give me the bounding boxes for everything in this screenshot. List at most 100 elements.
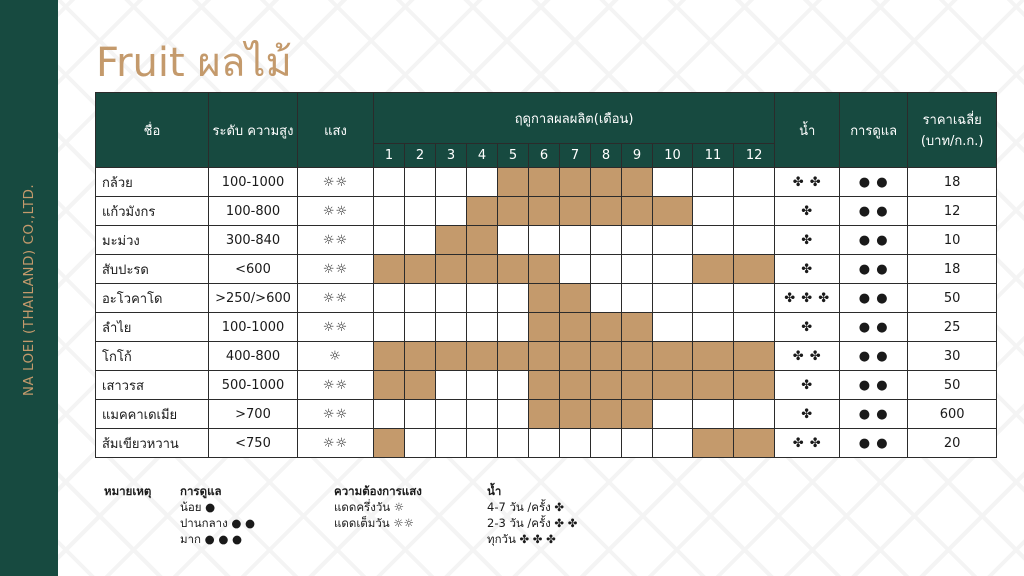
season-cell bbox=[404, 254, 436, 284]
header-water: น้ำ bbox=[774, 92, 841, 168]
season-cell bbox=[435, 254, 467, 284]
header-price: ราคาเฉลี่ย (บาท/ก.ก.) bbox=[907, 92, 998, 168]
fruit-name: อะโวคาโด bbox=[95, 283, 209, 313]
side-band: NA LOEI (THAILAND) CO.,LTD. bbox=[0, 0, 58, 576]
season-cell bbox=[497, 428, 529, 458]
header-height: ระดับ ความสูง bbox=[208, 92, 298, 168]
month-header-3: 3 bbox=[435, 143, 467, 168]
fruit-light: ☼☼ bbox=[297, 399, 374, 429]
season-cell bbox=[590, 370, 622, 400]
fruit-care: ● ● bbox=[839, 283, 909, 313]
fruit-light: ☼ bbox=[297, 341, 374, 371]
header-season: ฤดูกาลผลผลิต(เดือน) bbox=[372, 92, 776, 144]
season-cell bbox=[528, 428, 560, 458]
season-cell bbox=[621, 196, 653, 226]
table-row: แก้วมังกร 100-800 ☼☼ ✤ ● ● 12 bbox=[95, 196, 998, 226]
fruit-name: สับปะรด bbox=[95, 254, 209, 284]
season-cell bbox=[590, 167, 622, 197]
season-cell bbox=[466, 254, 498, 284]
fruit-water: ✤ bbox=[774, 312, 841, 342]
month-header-1: 1 bbox=[373, 143, 405, 168]
season-cell bbox=[652, 370, 693, 400]
season-cell bbox=[373, 399, 405, 429]
season-cell bbox=[373, 428, 405, 458]
legend-care-item: น้อย ● bbox=[180, 500, 216, 514]
season-cell bbox=[652, 225, 693, 255]
season-cell bbox=[590, 341, 622, 371]
fruit-price: 18 bbox=[907, 254, 998, 284]
fruit-care: ● ● bbox=[839, 370, 909, 400]
season-cell bbox=[559, 370, 591, 400]
legend-heading: หมายเหตุ bbox=[104, 483, 151, 499]
season-cell bbox=[373, 283, 405, 313]
fruit-water: ✤ ✤ bbox=[774, 341, 841, 371]
month-header-6: 6 bbox=[528, 143, 560, 168]
legend-care-item: มาก ● ● ● bbox=[180, 532, 243, 546]
season-cell bbox=[404, 225, 436, 255]
season-cell bbox=[732, 428, 776, 458]
table-row: สับปะรด <600 ☼☼ ✤ ● ● 18 bbox=[95, 254, 998, 284]
season-cell bbox=[497, 167, 529, 197]
season-cell bbox=[732, 225, 776, 255]
fruit-care: ● ● bbox=[839, 428, 909, 458]
season-cell bbox=[621, 370, 653, 400]
fruit-height: 100-1000 bbox=[208, 167, 298, 197]
season-cell bbox=[404, 167, 436, 197]
season-cell bbox=[732, 254, 776, 284]
season-cell bbox=[590, 428, 622, 458]
season-cell bbox=[497, 341, 529, 371]
season-cell bbox=[528, 341, 560, 371]
fruit-light: ☼☼ bbox=[297, 196, 374, 226]
season-cell bbox=[466, 167, 498, 197]
fruit-name: กล้วย bbox=[95, 167, 209, 197]
month-header-7: 7 bbox=[559, 143, 591, 168]
season-cell bbox=[652, 196, 693, 226]
legend-light-item: แดดครึ่งวัน ☼ bbox=[334, 500, 405, 514]
season-cell bbox=[621, 341, 653, 371]
fruit-water: ✤ bbox=[774, 399, 841, 429]
season-cell bbox=[435, 428, 467, 458]
month-header-9: 9 bbox=[621, 143, 653, 168]
fruit-light: ☼☼ bbox=[297, 283, 374, 313]
header-light: แสง bbox=[297, 92, 374, 168]
season-cell bbox=[466, 312, 498, 342]
legend-care: การดูแล น้อย ● ปานกลาง ● ● มาก ● ● ● bbox=[180, 483, 255, 547]
fruit-name: เสาวรส bbox=[95, 370, 209, 400]
season-cell bbox=[528, 399, 560, 429]
season-cell bbox=[559, 428, 591, 458]
legend-water-title: น้ำ bbox=[487, 484, 502, 498]
fruit-water: ✤ bbox=[774, 196, 841, 226]
season-cell bbox=[404, 312, 436, 342]
fruit-water: ✤ ✤ ✤ bbox=[774, 283, 841, 313]
season-cell bbox=[621, 254, 653, 284]
season-cell bbox=[559, 254, 591, 284]
season-cell bbox=[528, 312, 560, 342]
fruit-height: >250/>600 bbox=[208, 283, 298, 313]
season-cell bbox=[373, 196, 405, 226]
season-cell bbox=[466, 428, 498, 458]
season-cell bbox=[590, 225, 622, 255]
month-header-4: 4 bbox=[466, 143, 498, 168]
month-header-11: 11 bbox=[692, 143, 734, 168]
season-cell bbox=[652, 428, 693, 458]
fruit-name: แมคคาเดเมีย bbox=[95, 399, 209, 429]
header-care: การดูแล bbox=[839, 92, 909, 168]
month-header-12: 12 bbox=[732, 143, 776, 168]
table-row: มะม่วง 300-840 ☼☼ ✤ ● ● 10 bbox=[95, 225, 998, 255]
fruit-care: ● ● bbox=[839, 312, 909, 342]
season-cell bbox=[732, 370, 776, 400]
fruit-care: ● ● bbox=[839, 167, 909, 197]
fruit-price: 50 bbox=[907, 370, 998, 400]
season-cell bbox=[559, 399, 591, 429]
season-cell bbox=[621, 167, 653, 197]
fruit-price: 12 bbox=[907, 196, 998, 226]
fruit-light: ☼☼ bbox=[297, 167, 374, 197]
season-cell bbox=[497, 312, 529, 342]
fruit-light: ☼☼ bbox=[297, 225, 374, 255]
fruit-light: ☼☼ bbox=[297, 254, 374, 284]
season-cell bbox=[621, 399, 653, 429]
season-cell bbox=[559, 225, 591, 255]
fruit-water: ✤ bbox=[774, 225, 841, 255]
season-cell bbox=[435, 312, 467, 342]
season-cell bbox=[590, 283, 622, 313]
